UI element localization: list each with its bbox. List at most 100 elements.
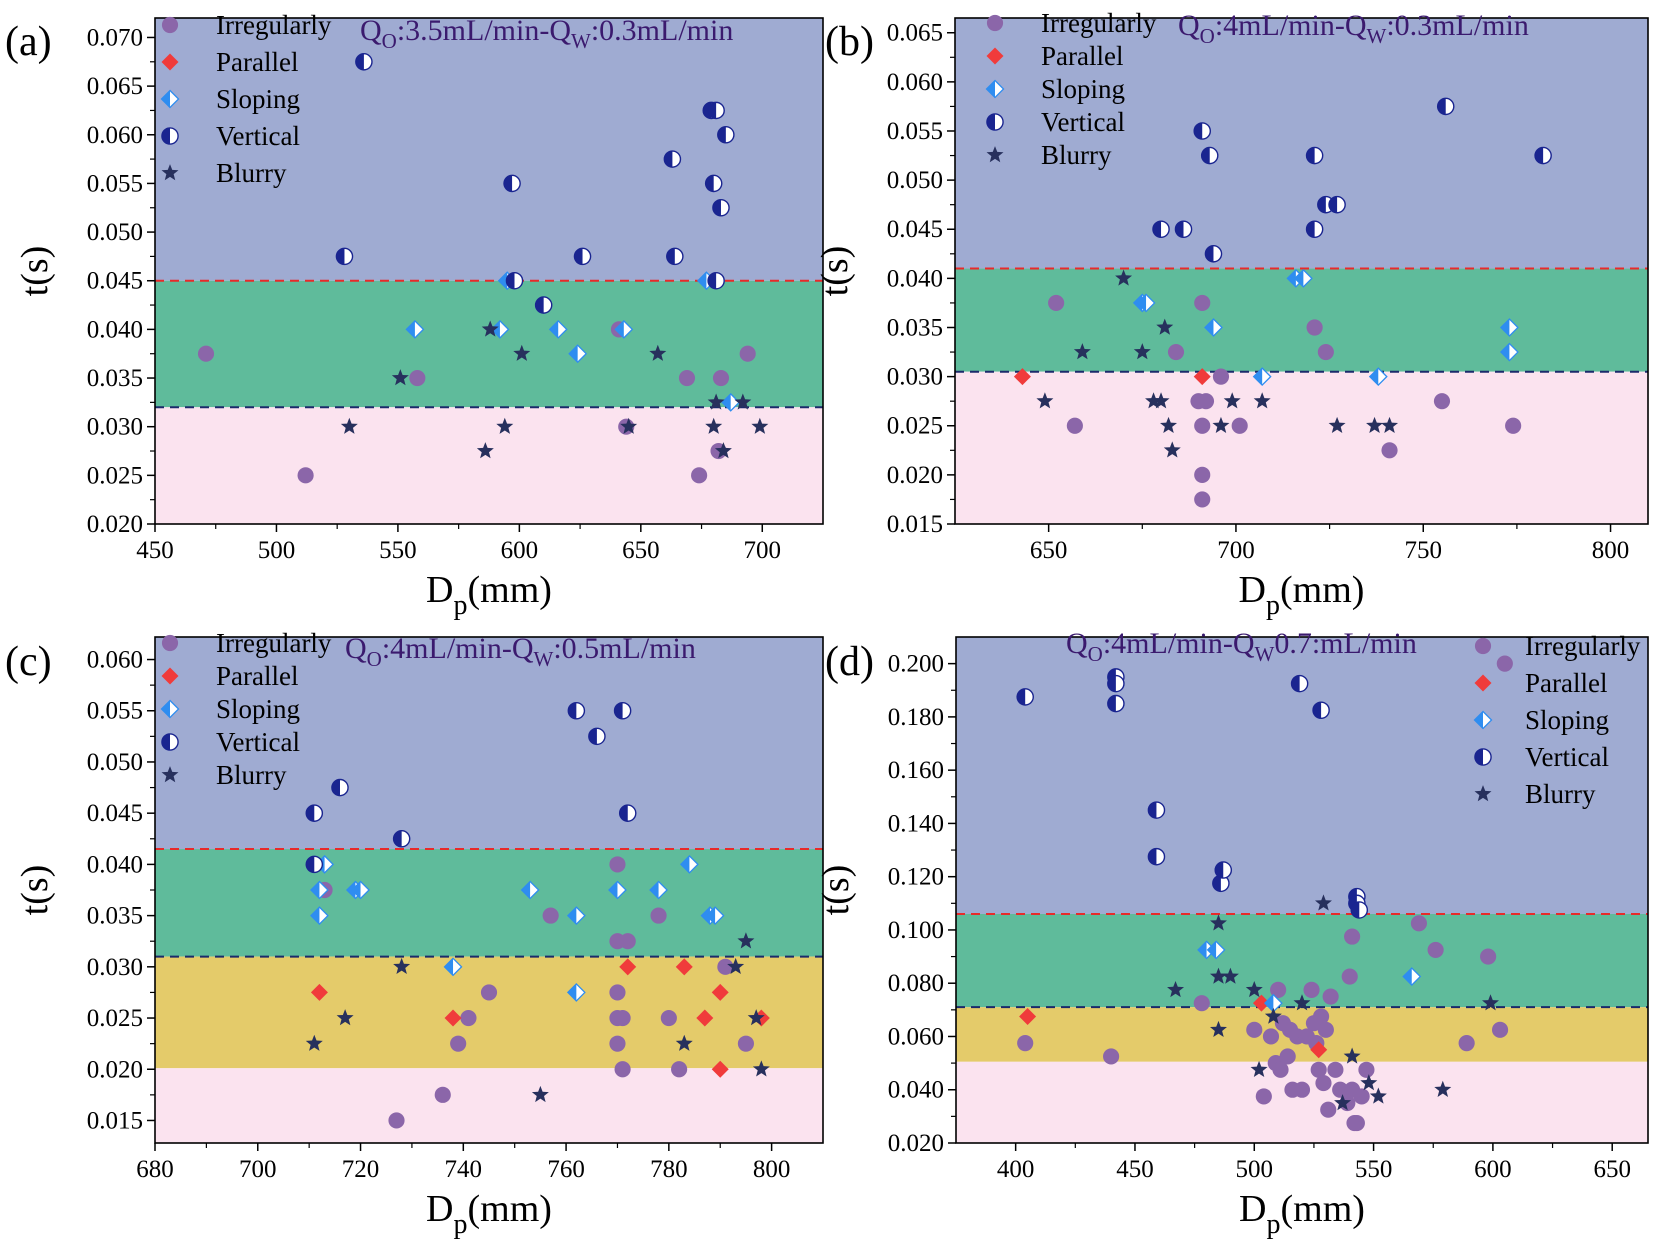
- data-point-blurry: [1145, 392, 1163, 409]
- y-tick-label: 0.050: [87, 749, 143, 776]
- legend-star-icon: [161, 164, 179, 181]
- data-point-parallel: [1193, 368, 1211, 386]
- data-point-sloping: [568, 344, 588, 364]
- legend-label-irregular: Irregularly: [216, 628, 332, 658]
- data-point-irregular: [450, 1035, 467, 1052]
- data-point-vertical: [335, 247, 354, 266]
- legend-half-diamond-icon: [160, 89, 180, 109]
- data-point-vertical: [567, 701, 586, 720]
- legend-label-parallel: Parallel: [1525, 668, 1607, 698]
- data-point-vertical: [1193, 122, 1212, 140]
- data-point-parallel: [696, 1009, 714, 1027]
- y-tick-label: 0.020: [888, 1130, 944, 1157]
- data-point-vertical: [707, 271, 725, 290]
- data-point-irregular: [739, 345, 756, 362]
- data-point-sloping: [705, 906, 725, 926]
- data-point-parallel: [444, 1009, 462, 1027]
- data-point-blurry: [1314, 894, 1332, 911]
- data-point-sloping: [1136, 293, 1156, 313]
- data-point-blurry: [751, 417, 769, 434]
- region-band-blue_region: [955, 18, 1648, 269]
- data-point-vertical: [613, 701, 632, 720]
- region-band-green_region: [155, 280, 823, 408]
- data-point-irregular: [1358, 1061, 1375, 1078]
- data-point-irregular: [1270, 981, 1287, 998]
- data-point-blurry: [476, 442, 494, 459]
- plot-frame: [954, 17, 1649, 525]
- data-point-vertical: [1107, 694, 1125, 713]
- data-point-blurry: [340, 417, 358, 434]
- data-point-blurry: [1245, 980, 1263, 998]
- data-point-blurry: [393, 957, 411, 975]
- data-point-sloping: [1499, 318, 1519, 337]
- x-tick-label: 450: [136, 537, 174, 564]
- y-axis-title: t(s): [14, 246, 56, 297]
- data-point-sloping: [608, 880, 627, 900]
- panel-label: (a): [5, 19, 52, 65]
- data-point-irregular: [1255, 1088, 1272, 1105]
- data-point-blurry: [1209, 1020, 1227, 1038]
- flow-condition-label: QO:4mL/min-QW0.7:mL/min: [1066, 627, 1417, 666]
- data-point-blurry: [1343, 1047, 1361, 1064]
- data-point-irregular: [1313, 1008, 1330, 1025]
- y-tick-label: 0.050: [887, 167, 943, 194]
- y-axis-title: t(s): [815, 865, 857, 916]
- y-tick-label: 0.045: [887, 216, 943, 243]
- data-point-irregular: [1505, 417, 1522, 434]
- data-point-irregular: [1293, 1081, 1311, 1098]
- plot-frame: [154, 17, 824, 525]
- data-point-blurry: [531, 1085, 549, 1103]
- data-point-irregular: [737, 1035, 754, 1052]
- x-tick-label: 550: [1355, 1156, 1393, 1183]
- data-point-sloping: [310, 880, 329, 900]
- data-point-blurry: [1369, 1087, 1387, 1104]
- plot-frame: [955, 636, 1649, 1144]
- panel-label: (c): [5, 639, 52, 685]
- data-point-vertical: [392, 830, 411, 848]
- data-point-blurry: [752, 1060, 770, 1077]
- data-point-vertical: [1147, 801, 1166, 819]
- data-point-blurry: [1223, 392, 1241, 409]
- data-point-irregular: [1303, 981, 1320, 998]
- y-axis-title: t(s): [814, 246, 856, 297]
- data-point-vertical: [1214, 861, 1233, 879]
- data-point-vertical: [704, 174, 723, 193]
- data-point-vertical: [1200, 146, 1219, 165]
- data-point-blurry: [1482, 994, 1499, 1011]
- data-point-blurry: [513, 344, 531, 361]
- y-tick-label: 0.030: [887, 364, 943, 391]
- legend-star-icon: [161, 766, 179, 783]
- data-point-parallel: [1310, 1041, 1328, 1059]
- data-point-blurry: [727, 957, 745, 975]
- legend-diamond-icon: [986, 47, 1004, 65]
- data-point-blurry: [1156, 318, 1174, 335]
- data-point-irregular: [1272, 1061, 1289, 1078]
- legend-star-icon: [986, 146, 1004, 163]
- data-point-vertical: [707, 101, 725, 120]
- x-tick-label: 500: [258, 537, 296, 564]
- data-point-vertical: [1534, 146, 1552, 165]
- y-tick-label: 0.025: [887, 413, 943, 440]
- legend-half-diamond-icon: [160, 699, 180, 719]
- data-point-irregular: [1322, 988, 1339, 1005]
- legend-circle-icon: [986, 14, 1004, 32]
- x-tick-label: 700: [239, 1156, 277, 1183]
- data-point-irregular: [691, 467, 708, 484]
- x-tick-label: 600: [1474, 1156, 1512, 1183]
- data-point-irregular: [717, 958, 734, 975]
- data-point-irregular: [1194, 417, 1211, 434]
- data-point-irregular: [1193, 995, 1210, 1012]
- data-point-parallel: [1252, 994, 1270, 1012]
- panel-d-chart: 400 450 500 550 600 650 0.020 0.040 0.060 0.080 0.…: [815, 627, 1649, 1240]
- data-point-irregular: [1433, 393, 1451, 410]
- data-point-irregular: [671, 1061, 688, 1078]
- region-band-pink_region: [155, 1068, 823, 1143]
- data-point-irregular: [1317, 343, 1334, 361]
- data-point-sloping: [649, 880, 668, 900]
- data-point-sloping: [1293, 268, 1313, 288]
- legend-circle-icon: [1474, 637, 1492, 655]
- data-point-sloping: [443, 957, 463, 977]
- y-tick-label: 0.030: [87, 954, 143, 981]
- data-point-vertical: [573, 247, 592, 266]
- data-point-irregular: [1066, 417, 1083, 434]
